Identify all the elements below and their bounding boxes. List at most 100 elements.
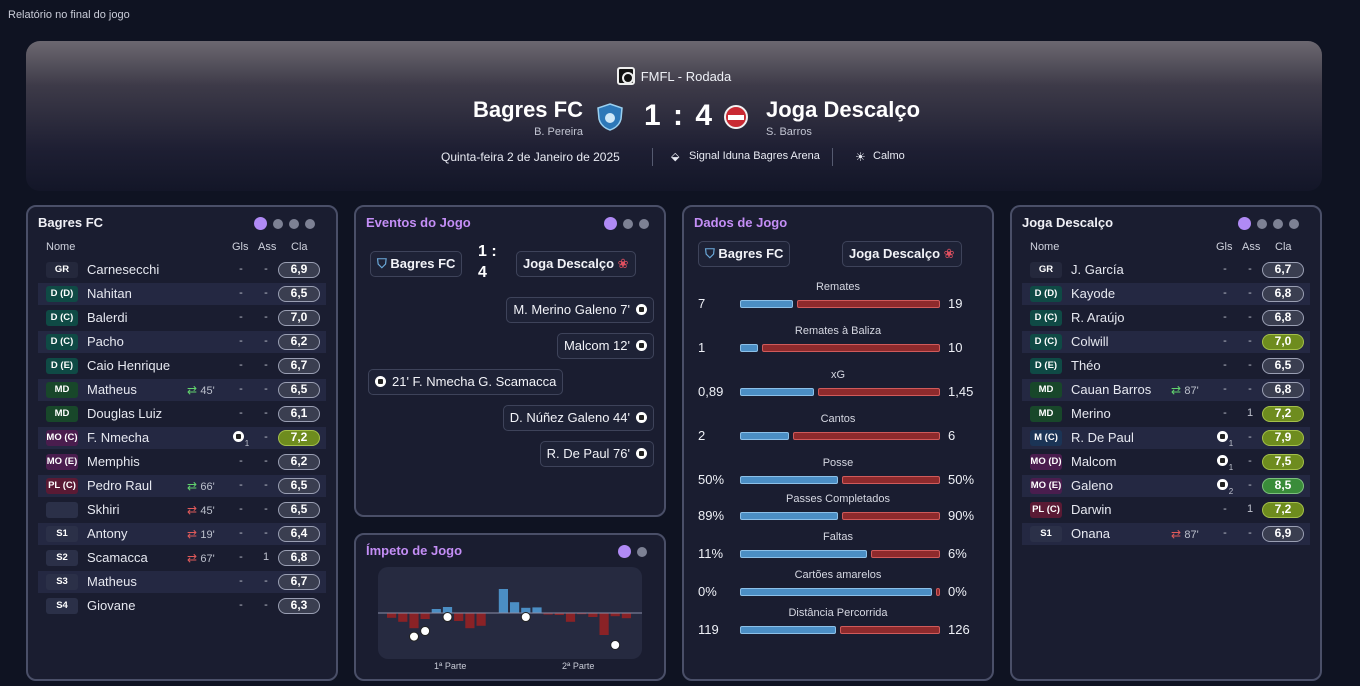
- player-name[interactable]: Kayode: [1071, 286, 1116, 301]
- stadium[interactable]: Signal Iduna Bagres Arena: [689, 150, 820, 162]
- player-name[interactable]: J. García: [1071, 262, 1124, 277]
- player-row[interactable]: MD Cauan Barros ⇄ 87' - -6,8: [1022, 379, 1310, 401]
- player-row[interactable]: D (D) Nahitan - -6,5: [38, 283, 326, 305]
- event-item[interactable]: Malcom 12': [556, 333, 654, 359]
- player-row[interactable]: GR J. García - -6,7: [1022, 259, 1310, 281]
- page-dot[interactable]: [273, 219, 283, 229]
- player-name[interactable]: Pedro Raul: [87, 478, 153, 493]
- player-name[interactable]: Malcom: [1071, 454, 1117, 469]
- page-dot[interactable]: [305, 219, 315, 229]
- substitution: ⇄ 45': [187, 383, 215, 397]
- player-name[interactable]: Pacho: [87, 334, 124, 349]
- page-dot[interactable]: [623, 219, 633, 229]
- stat-away-bar: [842, 476, 940, 484]
- home-manager[interactable]: B. Pereira: [534, 126, 583, 138]
- player-row[interactable]: D (E) Théo - -6,5: [1022, 355, 1310, 377]
- window-title: Relatório no final do jogo: [8, 9, 130, 21]
- player-row[interactable]: S3 Matheus - -6,7: [38, 571, 326, 593]
- stat-away-bar: [936, 588, 940, 596]
- player-name[interactable]: R. De Paul: [1071, 430, 1134, 445]
- player-name[interactable]: Skhiri: [87, 502, 120, 517]
- weather-icon: ☀: [855, 150, 866, 164]
- page-dot[interactable]: [254, 217, 267, 230]
- player-name[interactable]: Giovane: [87, 598, 136, 613]
- event-item[interactable]: 21' F. Nmecha G. Scamacca: [368, 369, 564, 395]
- page-dot[interactable]: [637, 547, 647, 557]
- player-name[interactable]: Onana: [1071, 526, 1111, 541]
- player-name[interactable]: Scamacca: [87, 550, 148, 565]
- player-name[interactable]: Théo: [1071, 358, 1101, 373]
- page-dot[interactable]: [289, 219, 299, 229]
- home-team-chip[interactable]: ⛉ Bagres FC: [698, 241, 791, 267]
- player-row[interactable]: MO (E) Memphis - -6,2: [38, 451, 326, 473]
- player-assists: -: [264, 311, 268, 323]
- page-dot[interactable]: [1257, 219, 1267, 229]
- player-name[interactable]: Carnesecchi: [87, 262, 160, 277]
- event-item[interactable]: D. Núñez Galeno 44': [502, 405, 654, 431]
- player-row[interactable]: MO (C) F. Nmecha 1 -7,2: [38, 427, 326, 449]
- player-row[interactable]: D (C) Balerdi - -7,0: [38, 307, 326, 329]
- player-row[interactable]: M (C) R. De Paul 1 -7,9: [1022, 427, 1310, 449]
- away-team-name[interactable]: Joga Descalço: [766, 97, 921, 122]
- player-row[interactable]: D (C) Colwill - -7,0: [1022, 331, 1310, 353]
- momentum-bar: [543, 613, 553, 615]
- momentum-bar: [454, 613, 464, 621]
- home-team-name[interactable]: Bagres FC: [472, 97, 583, 122]
- player-name[interactable]: Balerdi: [87, 310, 128, 325]
- player-row[interactable]: Skhiri ⇄ 45' - -6,5: [38, 499, 326, 521]
- page-dot[interactable]: [1289, 219, 1299, 229]
- goal-ball-icon: [442, 612, 453, 622]
- player-row[interactable]: MO (E) Galeno 2 -8,5: [1022, 475, 1310, 497]
- player-rating: 6,2: [278, 454, 320, 470]
- event-item[interactable]: R. De Paul 76': [539, 441, 654, 467]
- away-team-chip[interactable]: Joga Descalço ❀: [842, 241, 962, 267]
- page-dot[interactable]: [639, 219, 649, 229]
- player-row[interactable]: MD Matheus ⇄ 45' - -6,5: [38, 379, 326, 401]
- player-name[interactable]: Cauan Barros: [1071, 382, 1152, 397]
- player-name[interactable]: Matheus: [87, 382, 137, 397]
- player-name[interactable]: Antony: [87, 526, 128, 541]
- page-dot[interactable]: [604, 217, 617, 230]
- player-name[interactable]: Douglas Luiz: [87, 406, 163, 421]
- goal-ball-icon: [409, 631, 419, 642]
- away-team-chip[interactable]: Joga Descalço ❀: [516, 251, 636, 277]
- player-row[interactable]: S1 Onana ⇄ 87' - -6,9: [1022, 523, 1310, 545]
- player-name[interactable]: Matheus: [87, 574, 137, 589]
- player-name[interactable]: F. Nmecha: [87, 430, 150, 445]
- player-row[interactable]: D (E) Caio Henrique - -6,7: [38, 355, 326, 377]
- player-name[interactable]: R. Araújo: [1071, 310, 1125, 325]
- first-half-label: 1ª Parte: [434, 661, 467, 671]
- player-row[interactable]: GR Carnesecchi - -6,9: [38, 259, 326, 281]
- player-row[interactable]: S2 Scamacca ⇄ 67' - 1 6,8: [38, 547, 326, 569]
- event-item[interactable]: M. Merino Galeno 7': [506, 297, 654, 323]
- page-dot[interactable]: [1238, 217, 1251, 230]
- player-row[interactable]: D (C) R. Araújo - -6,8: [1022, 307, 1310, 329]
- player-row[interactable]: D (D) Kayode - -6,8: [1022, 283, 1310, 305]
- goal-ball-icon: [636, 340, 647, 351]
- player-name[interactable]: Nahitan: [87, 286, 132, 301]
- home-team-chip[interactable]: ⛉ Bagres FC: [370, 251, 463, 277]
- page-dot[interactable]: [618, 545, 631, 558]
- player-row[interactable]: MO (D) Malcom 1 -7,5: [1022, 451, 1310, 473]
- position-badge: D (C): [46, 310, 78, 326]
- page-dot[interactable]: [1273, 219, 1283, 229]
- player-row[interactable]: PL (C) Darwin - 1 7,2: [1022, 499, 1310, 521]
- away-manager[interactable]: S. Barros: [766, 126, 812, 138]
- col-name: Nome: [1030, 241, 1060, 253]
- player-assists: -: [264, 575, 268, 587]
- player-row[interactable]: MD Merino - 1 7,2: [1022, 403, 1310, 425]
- player-row[interactable]: PL (C) Pedro Raul ⇄ 66' - -6,5: [38, 475, 326, 497]
- player-row[interactable]: D (C) Pacho - -6,2: [38, 331, 326, 353]
- player-name[interactable]: Merino: [1071, 406, 1111, 421]
- player-name[interactable]: Memphis: [87, 454, 140, 469]
- player-name[interactable]: Darwin: [1071, 502, 1112, 517]
- player-row[interactable]: MD Douglas Luiz - -6,1: [38, 403, 326, 425]
- player-name[interactable]: Caio Henrique: [87, 358, 171, 373]
- goal-ball-icon: [1216, 431, 1228, 442]
- momentum-panel: Ímpeto de Jogo 1ª Parte 2ª Parte: [354, 533, 666, 681]
- player-row[interactable]: S1 Antony ⇄ 19' - -6,4: [38, 523, 326, 545]
- player-name[interactable]: Colwill: [1071, 334, 1109, 349]
- player-name[interactable]: Galeno: [1071, 478, 1113, 493]
- away-lineup-panel: Joga Descalço Nome Gls Ass Cla GR J. Garc…: [1010, 205, 1322, 681]
- player-row[interactable]: S4 Giovane - -6,3: [38, 595, 326, 617]
